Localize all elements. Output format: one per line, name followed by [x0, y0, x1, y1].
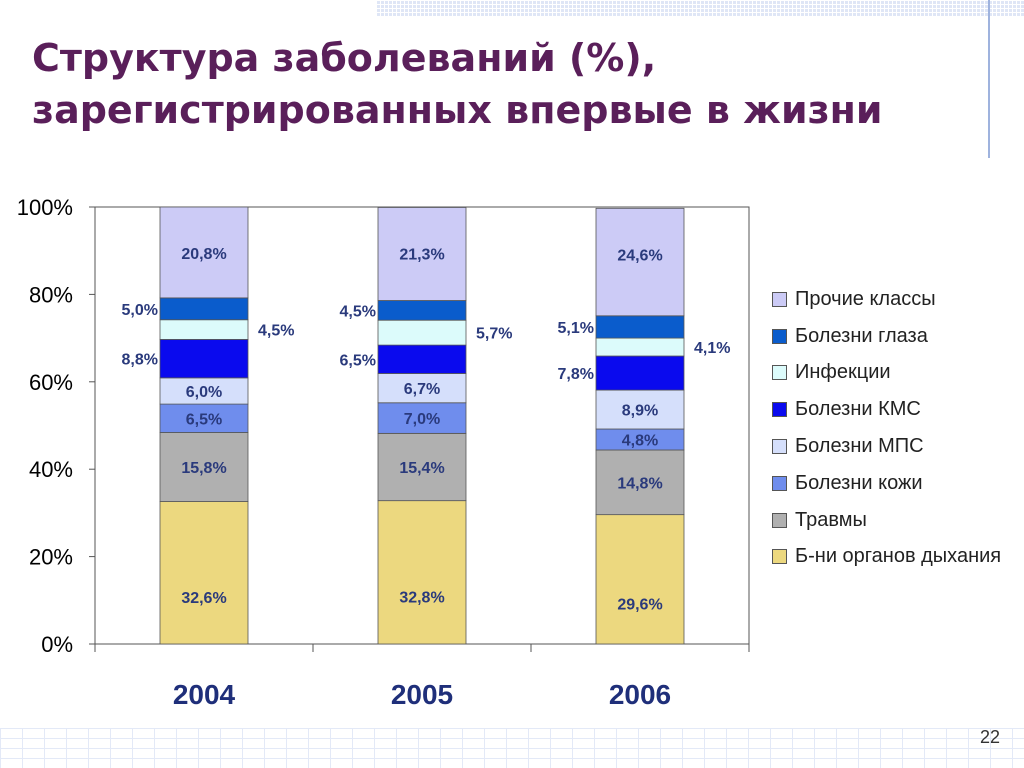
x-category-label: 2004 — [173, 679, 236, 710]
legend-label: Болезни кожи — [795, 471, 923, 494]
bar-segment — [159, 297, 249, 321]
bar-segment — [595, 315, 685, 339]
legend-swatch — [772, 439, 787, 455]
bar-segment — [595, 389, 685, 430]
data-label: 32,6% — [181, 590, 226, 607]
data-label: 5,1% — [558, 320, 594, 337]
bar-segment — [377, 373, 467, 404]
bar-segment — [377, 344, 467, 374]
y-tick-label: 60% — [29, 370, 73, 395]
bar-segment — [159, 377, 249, 405]
bar-segment — [377, 300, 467, 321]
legend-swatch — [772, 365, 787, 381]
bar-segment — [159, 432, 249, 502]
legend-item: Болезни МПС — [772, 428, 1022, 465]
bottom-decor-grid — [0, 728, 1024, 768]
y-tick-label: 20% — [29, 545, 73, 570]
slide-title-line-1: Структура заболеваний (%), — [32, 36, 657, 80]
data-label: 32,8% — [399, 589, 444, 606]
legend-label: Болезни МПС — [795, 435, 924, 458]
right-decor-rule — [988, 0, 990, 158]
bar-segment — [595, 337, 685, 357]
legend-label: Травмы — [795, 508, 867, 531]
legend-item: Травмы — [772, 502, 1022, 539]
legend-item: Б-ни органов дыхания — [772, 539, 1022, 576]
data-label: 5,7% — [476, 326, 512, 343]
data-label: 7,0% — [404, 411, 440, 428]
legend-item: Прочие классы — [772, 281, 1022, 318]
y-tick-label: 100% — [17, 195, 73, 220]
legend-item: Болезни глаза — [772, 318, 1022, 355]
legend-label: Болезни КМС — [795, 398, 921, 421]
bar-segment — [595, 449, 685, 516]
data-label: 29,6% — [617, 596, 662, 613]
legend-label: Прочие классы — [795, 287, 936, 310]
y-tick-label: 40% — [29, 457, 73, 482]
legend-label: Инфекции — [795, 361, 891, 384]
legend-swatch — [772, 512, 787, 528]
data-label: 6,7% — [404, 381, 440, 398]
bar-segment — [159, 403, 249, 433]
data-label: 15,4% — [399, 460, 444, 477]
data-label: 15,8% — [181, 460, 226, 477]
legend-swatch — [772, 549, 787, 565]
x-category-label: 2005 — [391, 679, 453, 710]
data-label: 14,8% — [617, 475, 662, 492]
legend-item: Инфекции — [772, 355, 1022, 392]
legend-swatch — [772, 291, 787, 307]
legend-swatch — [772, 328, 787, 344]
chart-legend: Прочие классы Болезни глаза Инфекции Болезн… — [772, 281, 1022, 575]
data-label: 4,8% — [622, 432, 658, 449]
data-label: 7,8% — [558, 366, 594, 383]
data-label: 6,5% — [340, 352, 376, 369]
bar-segment — [159, 206, 249, 299]
bar-segment — [159, 319, 249, 340]
data-label: 24,6% — [617, 247, 662, 264]
data-label: 4,5% — [340, 303, 376, 320]
data-label: 4,5% — [258, 323, 294, 340]
top-decor-band — [376, 0, 1024, 17]
bar-segment — [377, 500, 467, 645]
data-label: 6,0% — [186, 384, 222, 401]
data-label: 8,9% — [622, 403, 658, 420]
data-label: 6,5% — [186, 411, 222, 428]
legend-item: Болезни КМС — [772, 391, 1022, 428]
page-number: 22 — [979, 727, 1000, 747]
data-label: 4,1% — [694, 340, 730, 357]
legend-label: Б-ни органов дыхания — [795, 545, 1002, 568]
bar-segment — [595, 514, 685, 645]
y-tick-label: 80% — [29, 282, 73, 307]
data-label: 21,3% — [399, 246, 444, 263]
legend-swatch — [772, 402, 787, 418]
bar-segment — [159, 501, 249, 645]
slide-title-line-2: зарегистрированных впервые в жизни — [32, 88, 883, 132]
data-label: 20,8% — [181, 246, 226, 263]
legend-item: Болезни кожи — [772, 465, 1022, 502]
x-category-label: 2006 — [609, 679, 671, 710]
slide-title: Структура заболеваний (%), зарегистриров… — [32, 32, 982, 136]
legend-swatch — [772, 475, 787, 491]
data-label: 5,0% — [122, 302, 158, 319]
bar-segment — [377, 207, 467, 301]
legend-label: Болезни глаза — [795, 324, 928, 347]
bar-segment — [377, 319, 467, 346]
y-tick-label: 0% — [41, 632, 73, 657]
bar-segment — [377, 402, 467, 434]
bar-segment — [595, 207, 685, 317]
bar-segment — [595, 355, 685, 391]
data-label: 8,8% — [122, 352, 158, 369]
bar-segment — [159, 339, 249, 379]
